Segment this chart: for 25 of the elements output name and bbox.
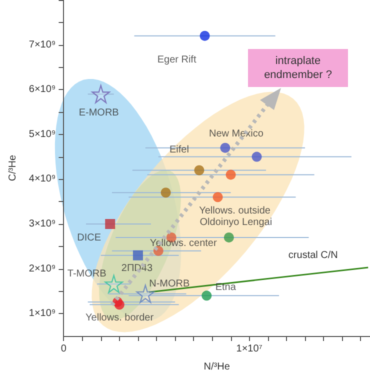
y-axis-title: C/³He [8,154,18,182]
x-axis-title: N/³He [204,362,230,372]
x-tick-label: 1×10⁷ [236,344,263,354]
series-label: Etna [215,282,236,294]
series-label: New Mexico [208,128,264,140]
y-tick-label: 2×10⁹ [28,263,56,274]
series-label: T-MORB [67,268,107,280]
series-label: Yellows. center [150,238,218,249]
series-label: N-MORB [149,278,190,290]
x-tick-label: 0 [60,344,67,354]
series-label: E-MORB [78,108,120,119]
series-label: Eifel [169,144,189,156]
series-label: DICE [77,232,102,244]
series-label: Yellows. border [86,312,154,324]
y-tick-label: 6×10⁹ [28,84,56,96]
series-label: Yellows. outside [199,206,271,217]
series-label: Oldoinyo Lengai [200,216,272,228]
y-tick-label: 5×10⁹ [28,128,56,140]
y-tick-label: 7×10⁹ [28,39,56,50]
y-tick-label: 1×10⁹ [28,308,56,320]
series-label: crustal C/N [288,250,338,261]
series-label: Eger Rift [157,54,196,66]
annotation: intraplate endmember ? [248,49,348,87]
y-tick-label: 4×10⁹ [28,174,56,185]
y-tick-label: 3×10⁹ [28,218,56,230]
